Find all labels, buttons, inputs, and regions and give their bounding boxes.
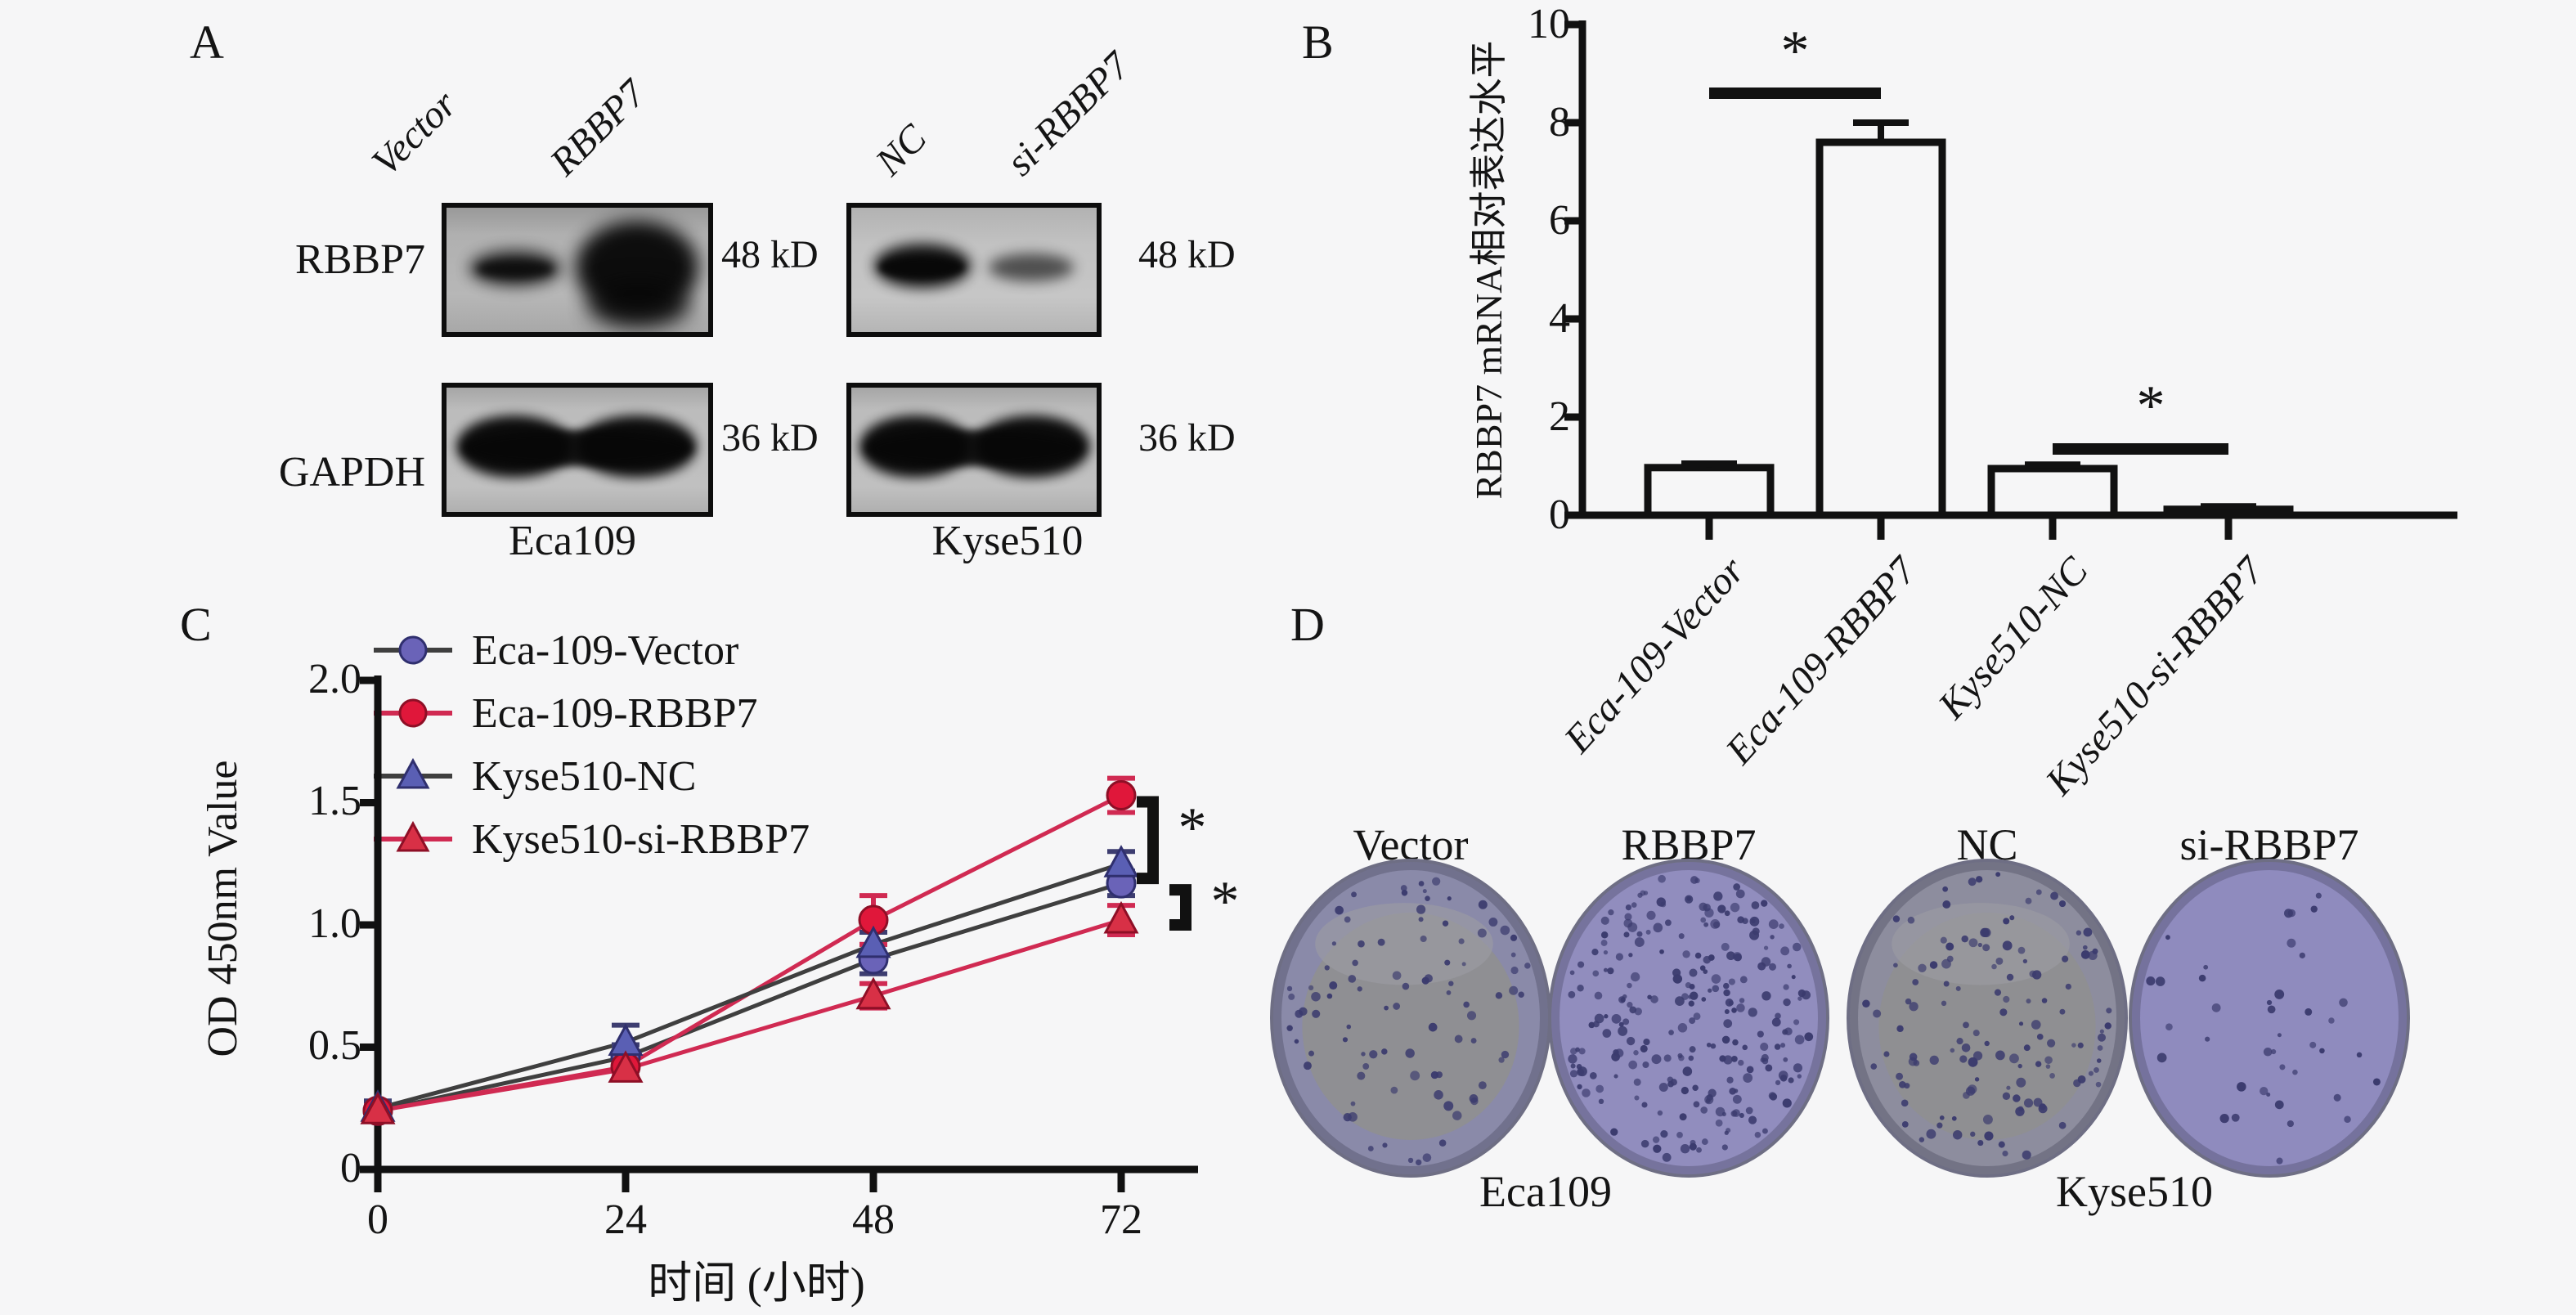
wb-band-si-rbbp7 (989, 254, 1074, 281)
c-ytick-1.5: 1.5 (308, 778, 361, 824)
legend-marker-circle-blue (372, 626, 454, 674)
lane-label-rbbp7: RBBP7 (541, 71, 654, 185)
legend-label: Eca-109-Vector (472, 626, 739, 674)
c-xtick-0: 0 (367, 1196, 388, 1243)
panel-b-label: B (1302, 16, 1334, 69)
wb-band-nc-core (879, 257, 964, 278)
lane-label-nc: NC (867, 116, 936, 184)
panel-c-x-axis-title: 时间 (小时) (648, 1259, 865, 1308)
c-xtick-24: 24 (604, 1196, 647, 1243)
size-label-48kd-kyse: 48 kD (1138, 233, 1236, 276)
panel-d-dishes (1270, 859, 2410, 1178)
size-label-48kd-eca: 48 kD (721, 233, 819, 276)
c-ytick-0.5: 0.5 (308, 1022, 361, 1069)
b-significance-star-1: * (1780, 20, 1810, 83)
size-label-36kd-eca: 36 kD (721, 416, 819, 460)
cell-line-label-eca109: Eca109 (509, 518, 636, 564)
legend-item-eca109-rbbp7: Eca-109-RBBP7 (372, 688, 758, 738)
c-ytick-2.0: 2.0 (308, 656, 361, 702)
b-significance-star-2: * (2136, 375, 2165, 438)
c-significance-star-2: * (1210, 870, 1240, 933)
dish-cell-line-kyse510: Kyse510 (2056, 1167, 2213, 1216)
wb-band-vector-core (478, 260, 553, 278)
legend-label: Kyse510-si-RBBP7 (472, 815, 810, 863)
dish-cell-line-eca109: Eca109 (1479, 1167, 1612, 1216)
legend-marker-triangle-blue (372, 752, 454, 800)
wb-band-gapdh-mid2 (866, 430, 1082, 466)
lane-label-si-rbbp7: si-RBBP7 (998, 43, 1138, 184)
legend-marker-triangle-red (372, 815, 454, 863)
western-blot-gapdh-kyse510 (846, 383, 1102, 517)
wb-band-rbbp7-tail (587, 280, 690, 329)
panel-c-y-axis-title: OD 450nm Value (200, 760, 246, 1057)
western-blot-gapdh-eca109 (442, 383, 713, 517)
panel-d-label: D (1290, 598, 1325, 651)
panel-a-label: A (190, 16, 224, 69)
panel-c-label: C (180, 598, 212, 651)
blot-row-label-rbbp7: RBBP7 (295, 236, 425, 283)
legend-label: Kyse510-NC (472, 752, 697, 800)
c-significance-star-1: * (1178, 797, 1207, 859)
c-xtick-48: 48 (852, 1196, 895, 1243)
cell-line-label-kyse510: Kyse510 (931, 518, 1084, 564)
legend-marker-circle-red (372, 689, 454, 737)
legend-item-eca109-vector: Eca-109-Vector (372, 625, 738, 675)
legend-item-kyse510-si-rbbp7: Kyse510-si-RBBP7 (372, 814, 810, 864)
panel-b-y-axis-title: RBBP7 mRNA相对表达水平 (1468, 40, 1510, 500)
c-ytick-0: 0 (340, 1145, 361, 1192)
blot-row-label-gapdh: GAPDH (278, 449, 425, 496)
western-blot-rbbp7-eca109 (442, 203, 713, 337)
c-ytick-1.0: 1.0 (308, 900, 361, 947)
c-xtick-72: 72 (1100, 1196, 1142, 1243)
panel-b-bar-chart (1564, 20, 2457, 540)
lane-label-vector: Vector (363, 82, 465, 184)
legend-label: Eca-109-RBBP7 (472, 689, 758, 737)
b-ytick-10: 10 (1528, 1, 1570, 47)
panel-c-line-chart (360, 675, 1198, 1192)
size-label-36kd-kyse: 36 kD (1138, 416, 1236, 460)
western-blot-rbbp7-kyse510 (846, 203, 1102, 337)
wb-band-gapdh-mid (463, 430, 692, 466)
legend-item-kyse510-nc: Kyse510-NC (372, 751, 696, 801)
